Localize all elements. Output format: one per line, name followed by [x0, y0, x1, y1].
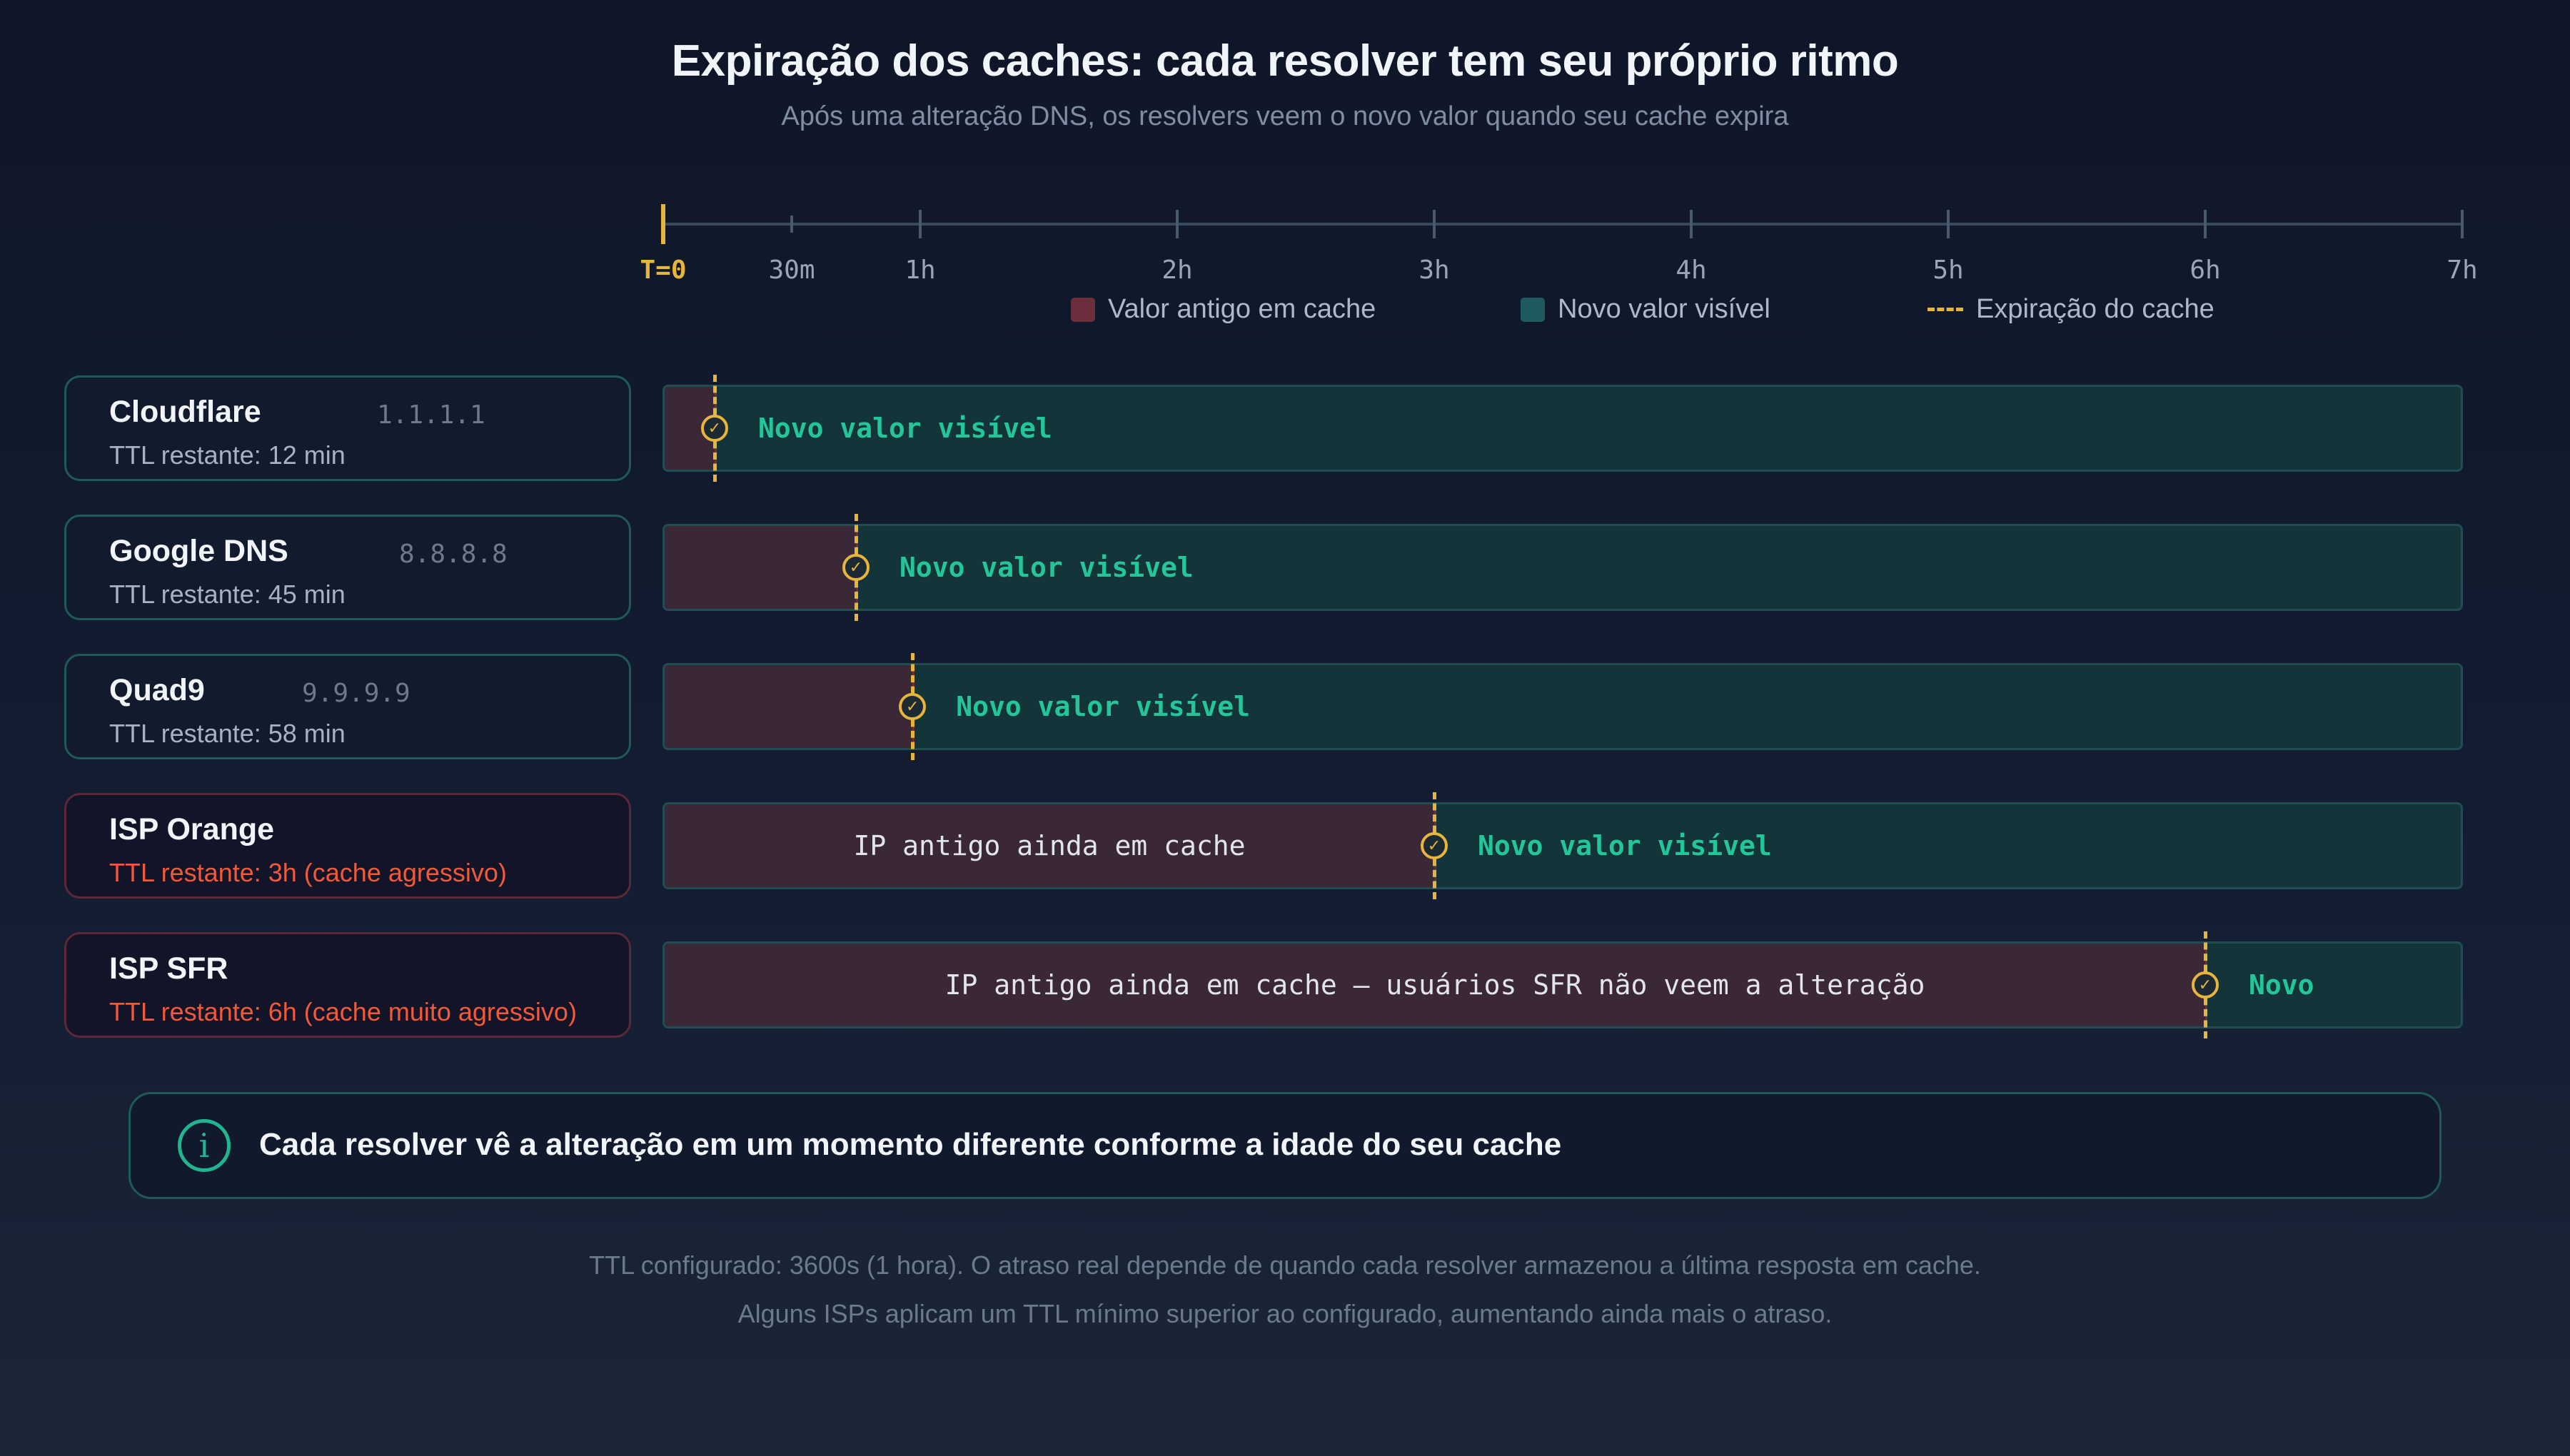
new-swatch-icon — [1521, 297, 1545, 322]
new-value-label: Novo — [2249, 969, 2314, 1001]
cache-bar: Novo valor visível — [662, 385, 2463, 472]
resolver-ip: 8.8.8.8 — [399, 540, 508, 569]
resolver-card: ISP SFR TTL restante: 6h (cache muito agr… — [64, 932, 631, 1038]
old-value-label: IP antigo ainda em cache — usuários SFR … — [944, 969, 1925, 1001]
cache-bar: Novo valor visível — [662, 663, 2463, 750]
axis-tick-label: 4h — [1675, 256, 1706, 285]
legend: Valor antigo em cache Novo valor visível… — [0, 294, 2570, 330]
footnote-line-2: Alguns ISPs aplicam um TTL mínimo superi… — [737, 1299, 1833, 1328]
new-value-label: Novo valor visível — [758, 413, 1052, 444]
footnote-line-1: TTL configurado: 3600s (1 hora). O atras… — [589, 1250, 1981, 1280]
legend-old: Valor antigo em cache — [1071, 294, 1376, 325]
resolver-ip: 1.1.1.1 — [377, 400, 485, 430]
resolver-ttl: TTL restante: 3h (cache agressivo) — [109, 858, 507, 887]
new-value-label: Novo valor visível — [1478, 830, 1772, 861]
legend-old-label: Valor antigo em cache — [1108, 294, 1376, 324]
old-swatch-icon — [1071, 297, 1095, 322]
callout-text: Cada resolver vê a alteração em um momen… — [259, 1127, 1562, 1162]
old-value-segment — [665, 944, 2207, 1026]
old-value-label: IP antigo ainda em cache — [853, 830, 1246, 861]
cache-bar: IP antigo ainda em cache — usuários SFR … — [662, 941, 2463, 1028]
check-circle-icon: ✓ — [899, 693, 927, 720]
resolver-ttl: TTL restante: 12 min — [109, 440, 346, 470]
check-circle-icon: ✓ — [701, 415, 728, 442]
resolver-ttl: TTL restante: 6h (cache muito agressivo) — [109, 997, 577, 1026]
legend-expiry-label: Expiração do cache — [1976, 294, 2214, 324]
resolver-name: ISP SFR — [109, 951, 228, 986]
old-value-segment — [665, 665, 915, 748]
resolver-name: Quad9 — [109, 673, 205, 707]
info-callout: i Cada resolver vê a alteração em um mom… — [128, 1092, 2442, 1199]
resolver-card: ISP Orange TTL restante: 3h (cache agress… — [64, 793, 631, 899]
check-circle-icon: ✓ — [1421, 832, 1448, 859]
axis-tick-label: T=0 — [640, 256, 686, 285]
page-title: Expiração dos caches: cada resolver tem … — [671, 36, 1899, 86]
old-value-segment — [665, 804, 1436, 887]
axis-tick-label: 5h — [1932, 256, 1963, 285]
old-value-segment — [665, 526, 858, 609]
dashed-line-icon — [1928, 308, 1963, 311]
resolver-card: Cloudflare 1.1.1.1 TTL restante: 12 min — [64, 375, 631, 481]
axis-tick-label: 1h — [904, 256, 935, 285]
axis-tick-label: 3h — [1418, 256, 1449, 285]
resolver-name: Cloudflare — [109, 395, 261, 429]
cache-bar: Novo valor visível — [662, 524, 2463, 611]
legend-new-label: Novo valor visível — [1558, 294, 1770, 324]
resolver-ip: 9.9.9.9 — [302, 679, 410, 708]
resolver-ttl: TTL restante: 58 min — [109, 719, 346, 748]
resolver-ttl: TTL restante: 45 min — [109, 580, 346, 609]
axis-tick-label: 2h — [1161, 256, 1192, 285]
cache-bar: IP antigo ainda em cache Novo valor visív… — [662, 802, 2463, 889]
resolver-card: Google DNS 8.8.8.8 TTL restante: 45 min — [64, 515, 631, 620]
page-subtitle: Após uma alteração DNS, os resolvers vee… — [781, 101, 1789, 131]
axis-tick-label: 6h — [2189, 256, 2220, 285]
info-icon: i — [178, 1119, 231, 1172]
check-circle-icon: ✓ — [2192, 971, 2219, 999]
legend-new: Novo valor visível — [1521, 294, 1770, 325]
resolver-name: Google DNS — [109, 534, 288, 568]
resolver-card: Quad9 9.9.9.9 TTL restante: 58 min — [64, 654, 631, 759]
new-value-label: Novo valor visível — [900, 552, 1194, 583]
axis-tick-label: 7h — [2446, 256, 2477, 285]
check-circle-icon: ✓ — [842, 554, 870, 581]
axis-tick-label: 30m — [768, 256, 815, 285]
resolver-name: ISP Orange — [109, 812, 275, 846]
timeline-axis: T=0 30m 1h 2h 3h 4h 5h 6h 7h — [640, 204, 2478, 285]
new-value-label: Novo valor visível — [956, 691, 1250, 722]
legend-expiry: Expiração do cache — [1928, 294, 2214, 325]
